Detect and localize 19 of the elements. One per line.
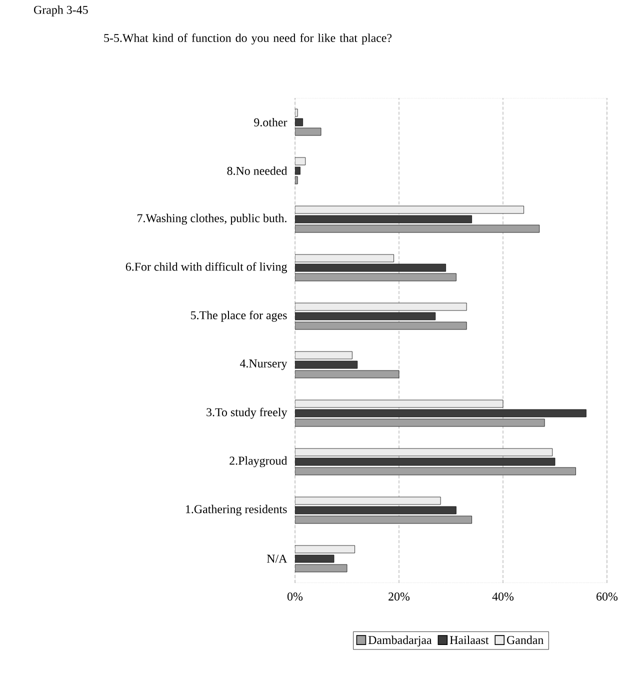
legend-label: Gandan <box>506 636 544 644</box>
x-tick-label: 0% <box>287 592 302 601</box>
y-tick-label: 8.No needed <box>227 166 287 175</box>
y-tick-label: 6.For child with difficult of living <box>126 262 287 274</box>
y-tick-label: 5.The place for ages <box>190 310 287 322</box>
y-tick-label: 1.Gathering residents <box>186 504 287 516</box>
x-tick-label: 20% <box>388 592 410 601</box>
chart-title: 5-5.What kind of function do you need for like that place? <box>104 34 392 45</box>
y-tick-label: 9.other <box>254 118 287 126</box>
y-tick-label: 3.To study freely <box>206 408 288 419</box>
caption: Graph 3-45 <box>34 6 88 16</box>
y-tick-label: N/A <box>266 554 288 563</box>
x-tick-label: 60% <box>596 592 618 601</box>
x-tick-label: 40% <box>492 592 514 601</box>
y-tick-label: 4.Nursery <box>240 360 288 370</box>
legend-label: Hailaast <box>450 636 489 644</box>
y-tick-label: 2.Playgroud <box>230 456 287 468</box>
y-tick-label: 7.Washing clothes, public buth. <box>137 214 286 225</box>
legend-label: Dambadarjaa <box>368 636 432 647</box>
